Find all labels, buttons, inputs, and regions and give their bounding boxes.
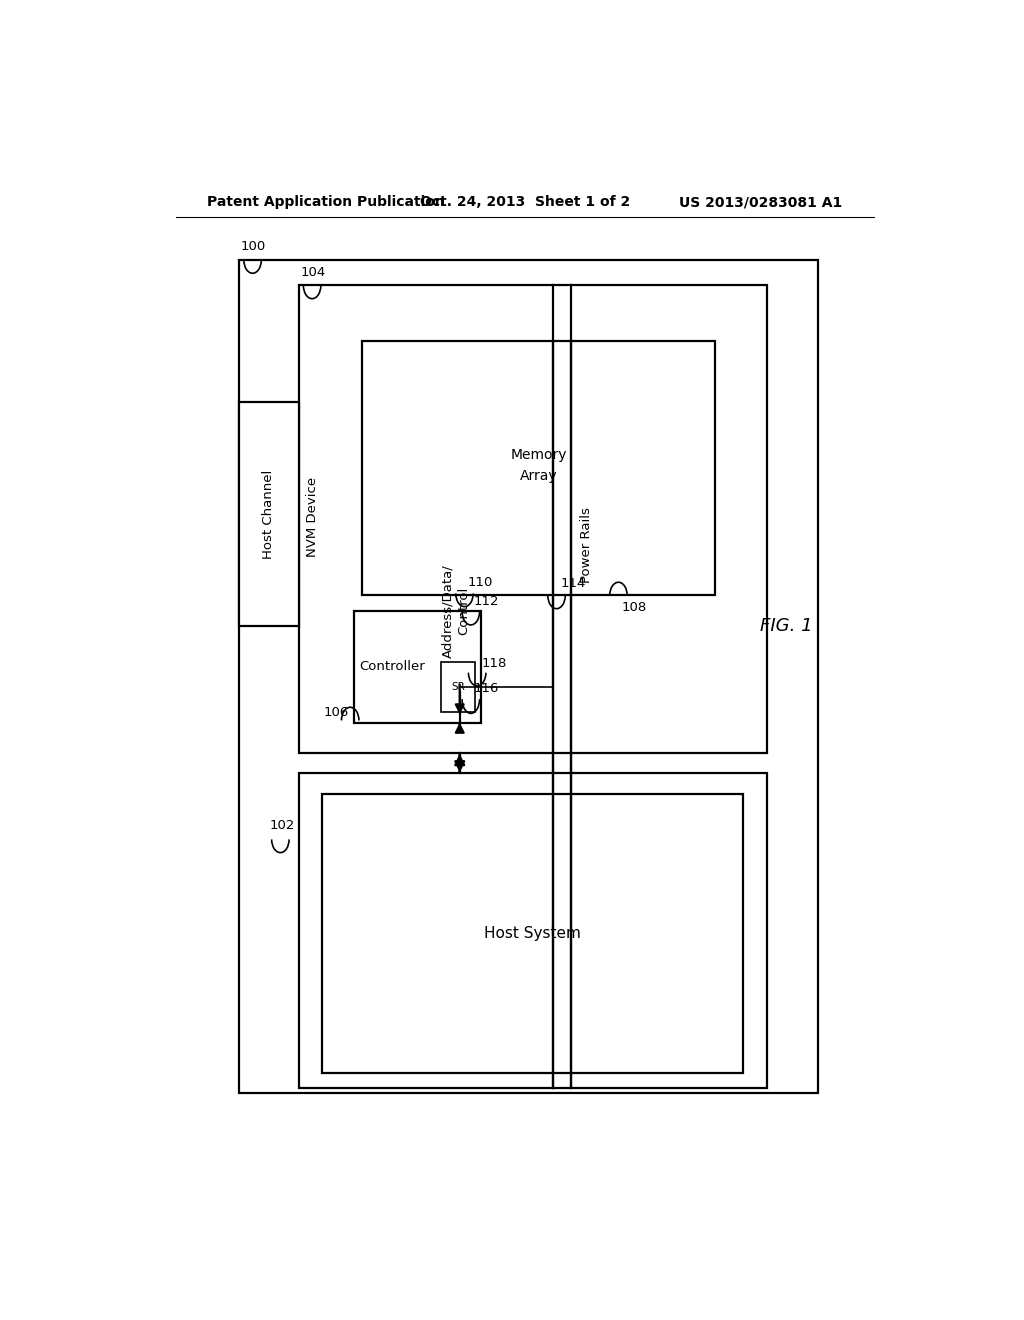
Bar <box>240 260 818 1093</box>
Text: FIG. 1: FIG. 1 <box>761 616 813 635</box>
Text: 104: 104 <box>301 267 327 280</box>
Bar <box>441 661 475 713</box>
Text: 116: 116 <box>473 682 499 696</box>
Text: Address/Data/
Control: Address/Data/ Control <box>441 564 470 657</box>
Text: SR: SR <box>452 682 465 692</box>
Text: Host Channel: Host Channel <box>262 470 275 558</box>
Bar <box>354 611 481 722</box>
Text: Power Rails: Power Rails <box>581 507 593 582</box>
Text: Oct. 24, 2013  Sheet 1 of 2: Oct. 24, 2013 Sheet 1 of 2 <box>420 195 630 209</box>
Text: 100: 100 <box>241 240 266 253</box>
Text: NVM Device: NVM Device <box>306 477 319 557</box>
Text: Patent Application Publication: Patent Application Publication <box>207 195 445 209</box>
Bar <box>299 774 767 1089</box>
Bar <box>323 793 743 1073</box>
Text: 112: 112 <box>473 594 499 607</box>
Bar <box>240 403 299 626</box>
Bar <box>362 342 715 595</box>
Text: Memory
Array: Memory Array <box>511 447 567 483</box>
Text: 110: 110 <box>468 577 493 589</box>
Bar <box>299 285 767 752</box>
Text: US 2013/0283081 A1: US 2013/0283081 A1 <box>679 195 842 209</box>
Text: 108: 108 <box>622 601 647 614</box>
Text: 102: 102 <box>269 820 295 833</box>
Text: 118: 118 <box>481 656 507 669</box>
Text: 114: 114 <box>560 577 586 590</box>
Text: 106: 106 <box>324 706 348 719</box>
Text: Controller: Controller <box>359 660 425 673</box>
Text: Host System: Host System <box>484 925 582 941</box>
